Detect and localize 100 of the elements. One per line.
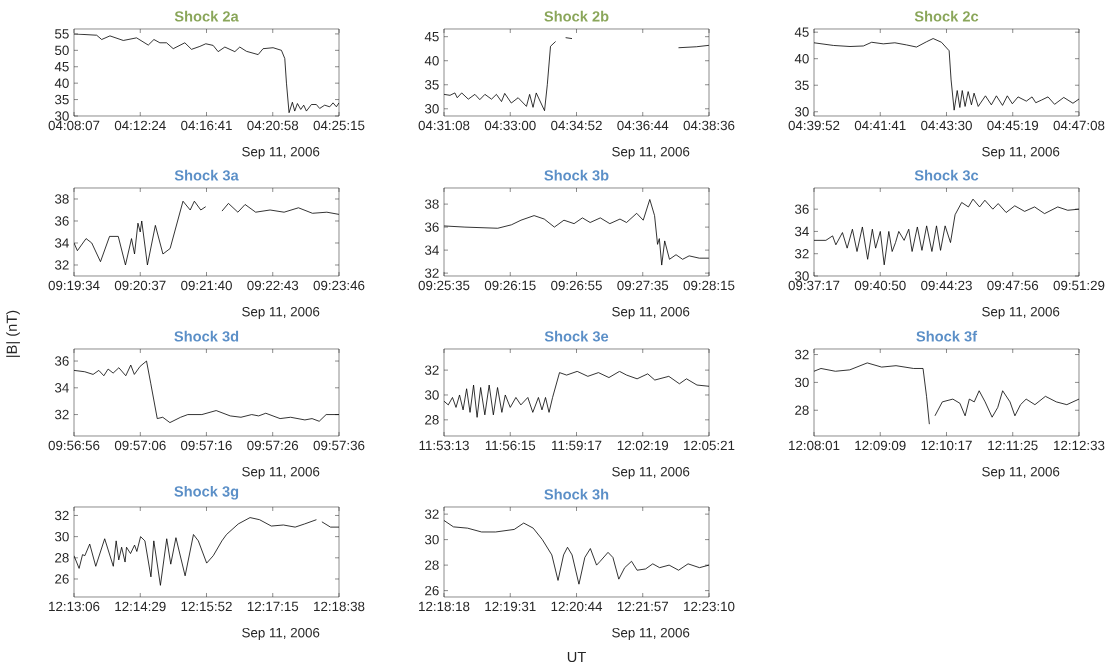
y-tick-label: 40 [54, 78, 69, 88]
x-tick-label: 04:41:41 [854, 120, 906, 131]
line-series [444, 199, 710, 266]
y-tick-label: 34 [54, 383, 69, 393]
y-tick-label: 45 [54, 62, 69, 72]
text: Sep 11, 2006 [242, 146, 320, 160]
x-tick-label: 12:05:21 [684, 440, 735, 451]
x-tick-label: 09:51:29 [1053, 280, 1105, 291]
x-tick-label: 09:27:35 [617, 280, 669, 291]
x-tick-label: 12:21:57 [617, 601, 669, 612]
text: Sep 11, 2006 [612, 627, 690, 641]
x-tick-label: 04:47:08 [1053, 120, 1105, 131]
x-tick-label: 12:23:10 [684, 601, 735, 612]
y-tick-label: 40 [794, 53, 809, 64]
chart-title: Shock 3e [544, 330, 609, 342]
x-tick-label: 12:15:52 [181, 601, 232, 612]
x-tick-label: 04:34:52 [551, 120, 602, 131]
line-series [814, 198, 1079, 266]
x-tick-label: 12:11:25 [988, 440, 1038, 451]
x-tick-label: 09:40:50 [854, 280, 906, 291]
x-tick-label: 09:26:15 [484, 280, 536, 291]
text: Sep 11, 2006 [612, 146, 690, 160]
x-tick-label: 09:57:16 [180, 440, 232, 451]
x-tick-label: 11:56:15 [485, 440, 536, 451]
y-tick-label: 32 [794, 349, 809, 360]
x-tick-label: 09:57:36 [313, 440, 365, 451]
x-tick-label: 09:21:40 [181, 280, 232, 291]
chart-title: Shock 3c [914, 169, 979, 181]
y-tick-label: 32 [424, 365, 439, 375]
x-tick-label: 09:28:15 [683, 280, 735, 291]
x-tick-label: 04:33:00 [484, 120, 536, 131]
x-tick-label: 12:18:18 [419, 601, 470, 612]
x-tick-label: 12:12:33 [1054, 440, 1105, 451]
y-tick-label: 36 [54, 356, 69, 366]
y-tick-label: 40 [424, 56, 439, 66]
chart-title: Shock 2a [174, 10, 239, 22]
y-tick-label: 30 [794, 107, 809, 117]
x-tick-label: 12:09:09 [855, 440, 906, 451]
x-tick-label: 09:22:43 [247, 280, 299, 291]
y-tick-label: 30 [424, 534, 439, 545]
y-tick-label: 30 [424, 104, 439, 114]
y-tick-label: 35 [54, 94, 69, 105]
x-tick-label: 12:02:19 [617, 440, 669, 451]
y-tick-label: 32 [54, 409, 69, 420]
y-axis-title: |B| (nT) [6, 310, 20, 357]
y-tick-label: 38 [424, 199, 439, 209]
x-tick-label: 12:14:29 [115, 601, 166, 612]
x-tick-label: 12:19:31 [485, 601, 536, 612]
text: Sep 11, 2006 [242, 466, 320, 480]
y-tick-label: 34 [794, 226, 809, 237]
y-tick-label: 32 [54, 260, 69, 270]
chart-title: Shock 3b [544, 169, 609, 181]
chart-title: Shock 3h [544, 488, 609, 500]
y-tick-label: 26 [55, 574, 69, 584]
chart-title: Shock 3a [174, 169, 239, 181]
x-tick-label: 12:18:38 [314, 601, 365, 612]
x-tick-label: 09:44:23 [921, 280, 972, 291]
y-tick-label: 36 [54, 216, 69, 226]
y-tick-label: 30 [424, 390, 439, 400]
y-tick-label: 45 [794, 27, 809, 37]
x-tick-label: 04:12:24 [114, 120, 166, 131]
x-tick-label: 04:38:36 [683, 120, 735, 131]
y-tick-label: 26 [425, 585, 439, 596]
y-tick-label: 35 [794, 80, 809, 90]
line-series [444, 520, 709, 585]
x-tick-label: 12:13:06 [49, 601, 100, 612]
y-tick-label: 32 [424, 509, 439, 519]
x-tick-label: 04:25:15 [313, 120, 365, 131]
x-tick-label: 12:20:44 [551, 601, 603, 612]
chart-title: Shock 2c [914, 10, 979, 22]
y-tick-label: 28 [55, 553, 69, 563]
x-tick-label: 09:47:56 [987, 280, 1039, 291]
x-tick-label: 09:20:37 [114, 280, 166, 291]
x-tick-label: 09:19:34 [48, 280, 100, 291]
y-tick-label: 45 [424, 32, 439, 42]
y-tick-label: 34 [54, 238, 69, 248]
x-tick-label: 12:08:01 [789, 440, 840, 451]
line-series [74, 360, 340, 423]
text: Sep 11, 2006 [242, 627, 320, 641]
y-tick-label: 32 [54, 510, 69, 521]
chart-title: Shock 3f [916, 330, 978, 342]
text: Sep 11, 2006 [612, 306, 690, 320]
x-tick-label: 09:56:56 [48, 440, 100, 451]
text: Sep 11, 2006 [982, 466, 1060, 480]
y-tick-label: 30 [794, 377, 809, 388]
x-tick-label: 09:26:55 [551, 280, 602, 291]
line-series [814, 38, 1079, 111]
y-tick-label: 34 [424, 245, 439, 255]
x-tick-label: 04:39:52 [788, 120, 840, 131]
y-tick-label: 30 [794, 271, 809, 281]
x-tick-label: 09:37:17 [788, 280, 840, 291]
x-tick-label: 04:20:58 [247, 120, 299, 131]
y-tick-label: 28 [425, 560, 439, 570]
y-tick-label: 38 [54, 194, 69, 204]
x-tick-label: 12:10:17 [921, 440, 972, 451]
x-tick-label: 09:23:46 [313, 280, 365, 291]
y-tick-label: 55 [55, 29, 69, 39]
y-tick-label: 32 [794, 249, 809, 259]
x-tick-label: 09:25:35 [418, 280, 470, 291]
x-tick-label: 04:45:19 [987, 120, 1039, 131]
